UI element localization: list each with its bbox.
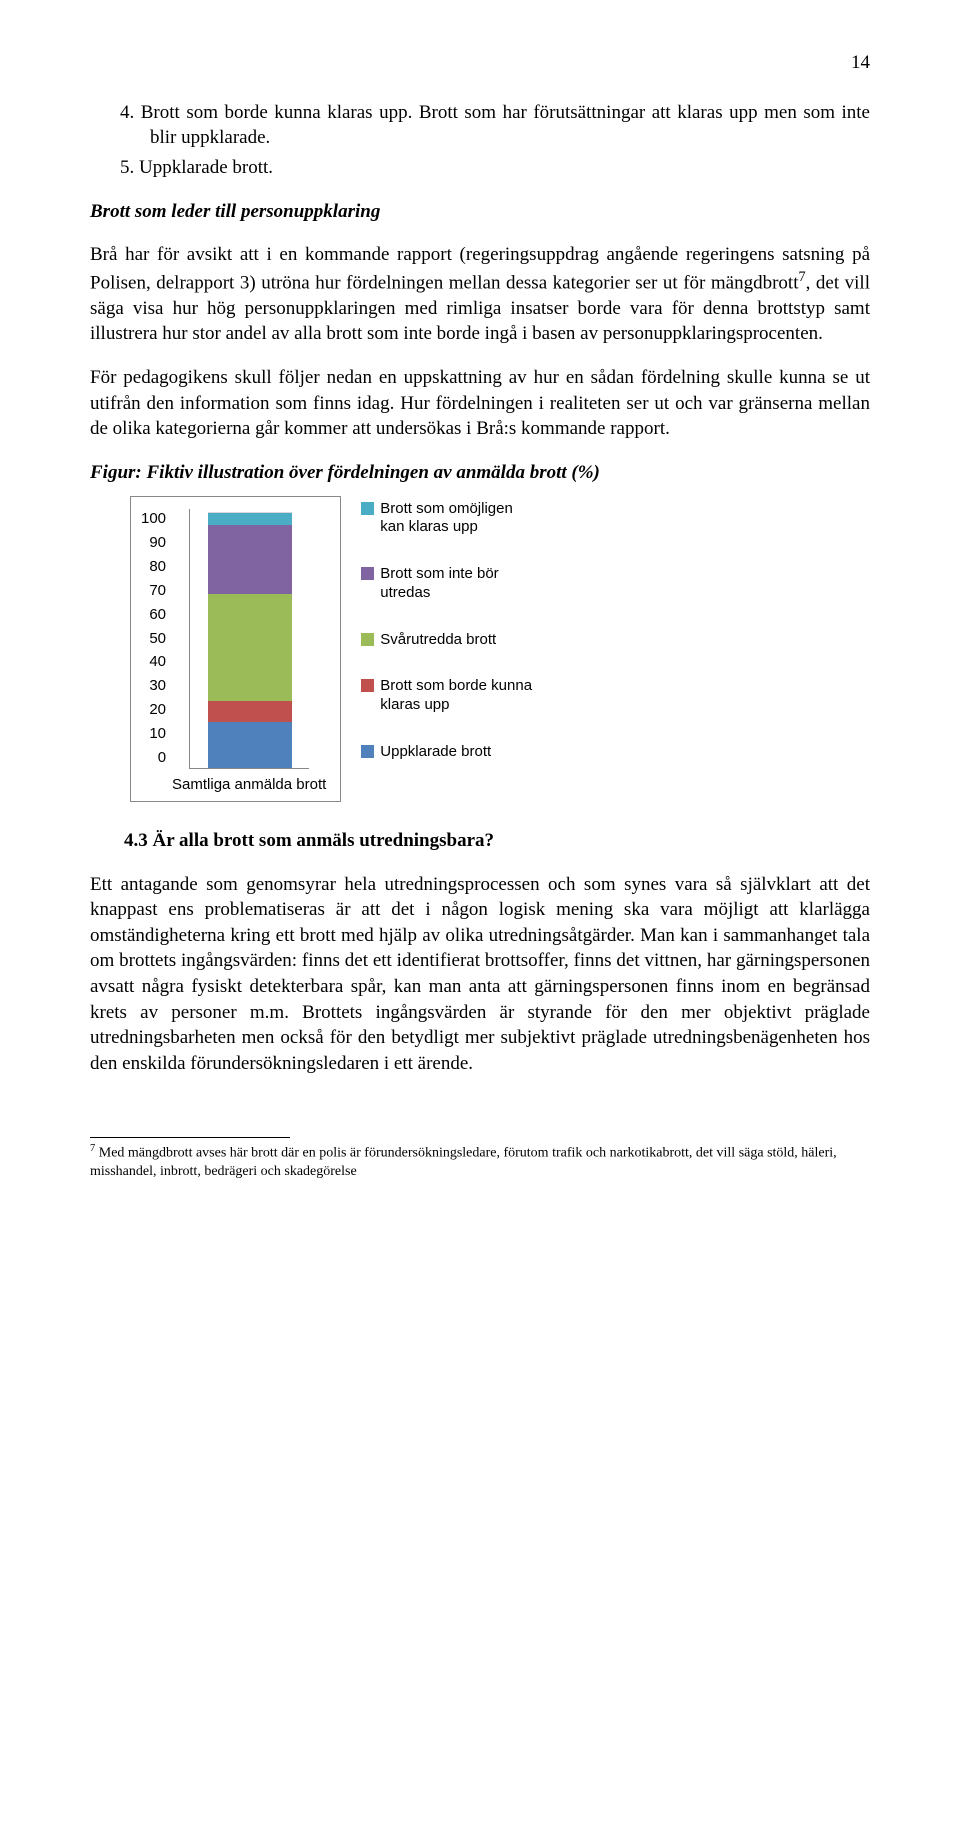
paragraph-3: Ett antagande som genomsyrar hela utredn… xyxy=(90,872,870,1077)
footnote-rule xyxy=(90,1137,290,1138)
legend-label: Brott som inte bör utredas xyxy=(380,565,540,603)
legend-label: Uppklarade brott xyxy=(380,743,491,762)
y-tick: 50 xyxy=(149,629,166,649)
legend-item-borde: Brott som borde kunna klaras upp xyxy=(361,677,540,715)
bar-area: Samtliga anmälda brott xyxy=(172,509,326,795)
y-tick: 10 xyxy=(149,724,166,744)
chart-frame: 1009080706050403020100 Samtliga anmälda … xyxy=(130,496,341,802)
list-item-4: 4. Brott som borde kunna klaras upp. Bro… xyxy=(90,100,870,151)
y-tick: 20 xyxy=(149,700,166,720)
heading-4-3: 4.3 Är alla brott som anmäls utredningsb… xyxy=(124,828,870,854)
y-tick: 100 xyxy=(141,509,166,529)
legend-swatch xyxy=(361,502,374,515)
paragraph-1a: Brå har för avsikt att i en kommande rap… xyxy=(90,244,870,293)
y-tick: 0 xyxy=(158,748,166,768)
legend-swatch xyxy=(361,745,374,758)
y-tick: 60 xyxy=(149,605,166,625)
stacked-bar xyxy=(208,512,292,768)
footnote-7: 7 Med mängdbrott avses här brott där en … xyxy=(90,1142,870,1181)
footnote-ref-7: 7 xyxy=(799,269,806,285)
bar-segment-borde xyxy=(208,701,292,721)
bar-plot xyxy=(189,509,309,769)
figure-caption: Figur: Fiktiv illustration över fördelni… xyxy=(90,460,870,486)
legend-swatch xyxy=(361,679,374,692)
bar-segment-uppklarade xyxy=(208,722,292,768)
legend-label: Brott som borde kunna klaras upp xyxy=(380,677,540,715)
page-number: 14 xyxy=(90,50,870,76)
paragraph-2: För pedagogikens skull följer nedan en u… xyxy=(90,365,870,442)
legend-item-omojligen: Brott som omöjligen kan klaras upp xyxy=(361,500,540,538)
legend-swatch xyxy=(361,633,374,646)
bar-segment-svarutredda xyxy=(208,594,292,701)
subheading: Brott som leder till personuppklaring xyxy=(90,199,870,225)
chart-container: 1009080706050403020100 Samtliga anmälda … xyxy=(130,496,870,802)
legend-label: Svårutredda brott xyxy=(380,631,496,650)
paragraph-1: Brå har för avsikt att i en kommande rap… xyxy=(90,242,870,347)
legend-item-bor_ej: Brott som inte bör utredas xyxy=(361,565,540,603)
x-axis-label: Samtliga anmälda brott xyxy=(172,775,326,795)
footnote-text: Med mängdbrott avses här brott där en po… xyxy=(90,1145,837,1178)
legend-label: Brott som omöjligen kan klaras upp xyxy=(380,500,540,538)
bar-segment-bor_ej xyxy=(208,525,292,594)
y-tick: 80 xyxy=(149,557,166,577)
legend-swatch xyxy=(361,567,374,580)
y-tick: 40 xyxy=(149,652,166,672)
list-item-5: 5. Uppklarade brott. xyxy=(90,155,870,181)
y-tick: 90 xyxy=(149,533,166,553)
bar-segment-omojligen xyxy=(208,513,292,526)
y-tick: 30 xyxy=(149,676,166,696)
y-tick: 70 xyxy=(149,581,166,601)
legend-item-uppklarade: Uppklarade brott xyxy=(361,743,540,762)
legend: Brott som omöjligen kan klaras upp Brott … xyxy=(361,496,540,762)
legend-item-svarutredda: Svårutredda brott xyxy=(361,631,540,650)
y-axis: 1009080706050403020100 xyxy=(141,509,166,769)
